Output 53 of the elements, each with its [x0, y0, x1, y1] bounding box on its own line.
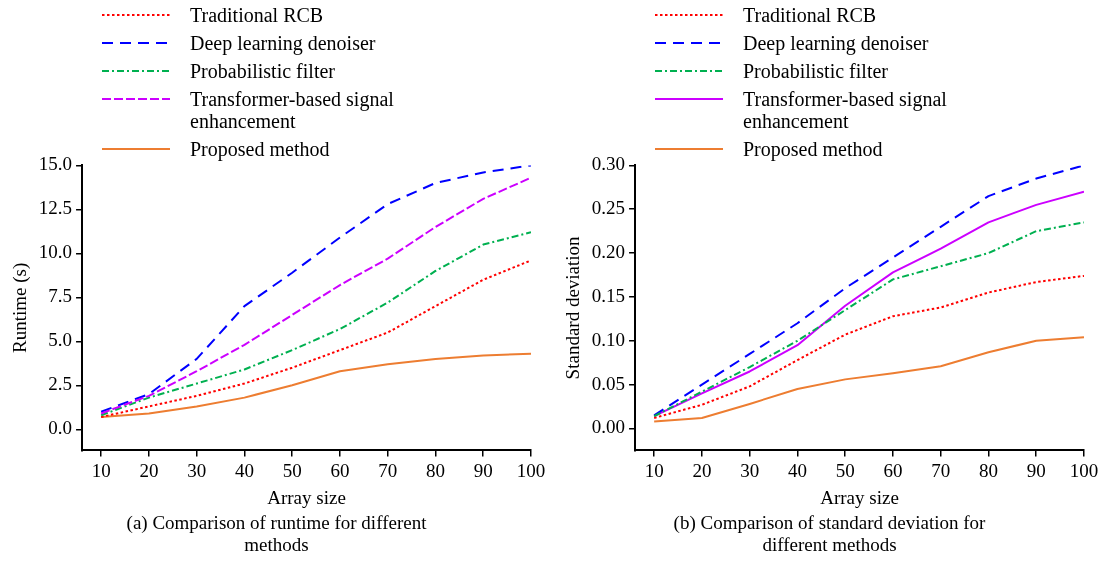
x-tick-label: 90	[473, 459, 493, 481]
x-tick-label: 60	[330, 459, 350, 481]
y-tick-label: 5.0	[48, 329, 73, 351]
x-tick-label: 80	[978, 459, 998, 481]
legend-label: Probabilistic filter	[743, 60, 888, 82]
x-tick-label: 30	[740, 459, 760, 481]
y-axis-title: Runtime (s)	[9, 262, 32, 354]
legend-label: Deep learning denoiser	[190, 32, 376, 54]
y-tick-label: 0.25	[591, 197, 626, 219]
x-tick-label: 100	[1069, 459, 1099, 481]
x-tick-label: 80	[425, 459, 445, 481]
x-tick-label: 100	[516, 459, 546, 481]
legend-label: Transformer-based signal enhancement	[743, 88, 948, 132]
x-tick-label: 50	[835, 459, 855, 481]
y-axis-title: Standard deviation	[562, 235, 584, 380]
legend-label: Probabilistic filter	[190, 60, 335, 82]
x-tick-label: 90	[1026, 459, 1046, 481]
x-tick-label: 20	[139, 459, 159, 481]
x-tick-label: 70	[378, 459, 398, 481]
line-series	[100, 259, 531, 418]
y-tick-label: 10.0	[38, 241, 73, 263]
y-tick-label: 15.0	[38, 153, 73, 175]
x-tick-label: 40	[787, 459, 807, 481]
legend-label: Traditional RCB	[190, 4, 324, 26]
legend-label: Proposed method	[190, 138, 330, 160]
line-series	[100, 231, 531, 417]
y-tick-label: 0.20	[591, 241, 626, 263]
y-tick-label: 2.5	[48, 373, 73, 395]
x-tick-label: 20	[692, 459, 712, 481]
x-tick-label: 70	[931, 459, 951, 481]
legend-label: Proposed method	[743, 138, 883, 160]
x-tick-label: 50	[282, 459, 302, 481]
y-tick-label: 0.15	[591, 284, 626, 306]
legend-label: Transformer-based signal enhancement	[190, 88, 395, 132]
y-tick-label: 12.5	[38, 197, 73, 219]
line-series	[653, 274, 1084, 419]
x-tick-label: 10	[91, 459, 111, 481]
x-tick-label: 60	[883, 459, 903, 481]
x-tick-label: 30	[187, 459, 207, 481]
legend-label: Traditional RCB	[743, 4, 877, 26]
text: (b) Comparison of standard deviation for different methods	[672, 512, 987, 556]
legend-label: Deep learning denoiser	[743, 32, 929, 54]
y-tick-label: 0.00	[591, 416, 626, 438]
x-axis-title: Array size	[820, 486, 899, 508]
text: (a) Comparison of runtime for different methods	[125, 512, 428, 556]
y-tick-label: 0.0	[48, 417, 73, 439]
y-tick-label: 0.30	[591, 153, 626, 175]
x-tick-label: 10	[644, 459, 664, 481]
y-tick-label: 0.10	[591, 328, 626, 350]
y-tick-label: 0.05	[591, 372, 626, 394]
y-tick-label: 7.5	[48, 285, 73, 307]
x-axis-title: Array size	[267, 486, 346, 508]
x-tick-label: 40	[234, 459, 254, 481]
